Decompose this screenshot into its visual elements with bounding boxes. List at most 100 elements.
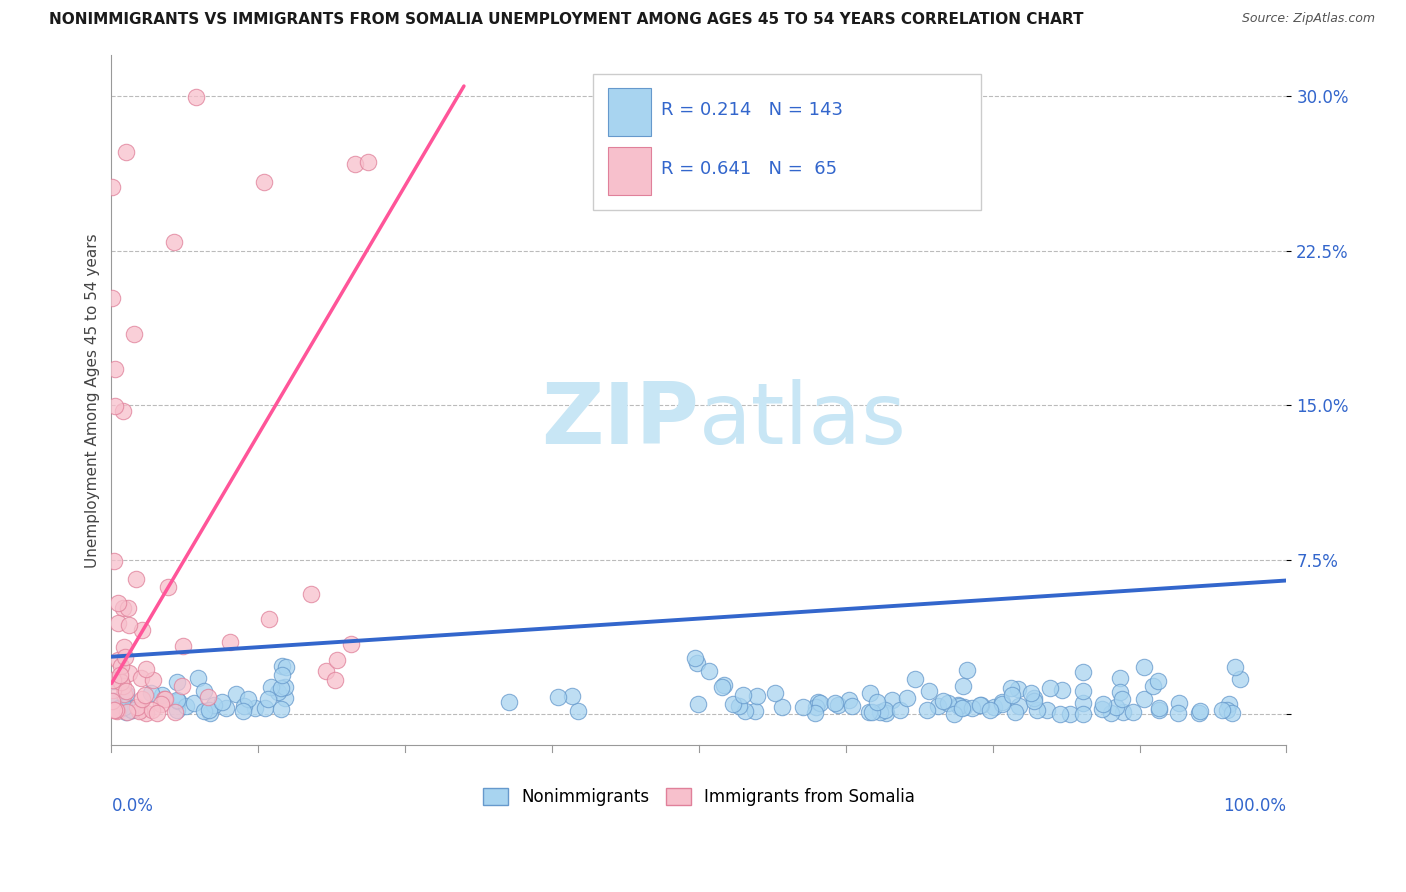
Point	[991, 696, 1014, 710]
Point	[1049, 707, 1071, 722]
Point	[953, 700, 976, 714]
Point	[948, 699, 970, 714]
Point	[104, 362, 127, 376]
Point	[115, 706, 138, 720]
Point	[1035, 703, 1057, 717]
Point	[193, 704, 215, 718]
Point	[889, 703, 911, 717]
Point	[1038, 681, 1060, 695]
Point	[100, 180, 122, 194]
Point	[107, 596, 129, 610]
Point	[131, 692, 153, 706]
Point	[927, 698, 949, 713]
Point	[187, 671, 209, 685]
Point	[193, 684, 215, 698]
Point	[880, 693, 903, 707]
Point	[1133, 660, 1156, 674]
Point	[101, 673, 124, 688]
Point	[824, 696, 846, 710]
Point	[267, 684, 290, 698]
Point	[876, 706, 898, 721]
Point	[1220, 706, 1243, 720]
Point	[734, 704, 756, 718]
Point	[1050, 682, 1073, 697]
Point	[232, 705, 254, 719]
Point	[117, 601, 139, 615]
Point	[112, 640, 135, 655]
Point	[107, 673, 129, 688]
Point	[120, 701, 142, 715]
Point	[343, 157, 366, 171]
Point	[115, 687, 138, 701]
Point	[683, 650, 706, 665]
Point	[110, 667, 132, 681]
Point	[1025, 703, 1047, 717]
Text: atlas: atlas	[699, 379, 907, 462]
Point	[1001, 688, 1024, 702]
Point	[763, 686, 786, 700]
Point	[1000, 681, 1022, 696]
Point	[276, 660, 298, 674]
Point	[299, 587, 322, 601]
Point	[141, 703, 163, 717]
Point	[1071, 665, 1094, 680]
Point	[105, 703, 128, 717]
Point	[135, 706, 157, 721]
Point	[1024, 691, 1046, 706]
Point	[135, 662, 157, 676]
Point	[131, 623, 153, 637]
Point	[1073, 684, 1095, 698]
Point	[166, 693, 188, 707]
Point	[1071, 696, 1094, 710]
Point	[157, 580, 180, 594]
Point	[118, 617, 141, 632]
Point	[686, 656, 709, 670]
Point	[991, 698, 1014, 712]
Point	[932, 694, 955, 708]
Point	[172, 639, 194, 653]
Point	[792, 700, 814, 714]
Point	[979, 703, 1001, 717]
Point	[197, 690, 219, 704]
Point	[804, 706, 827, 720]
Point	[219, 634, 242, 648]
Point	[112, 699, 135, 714]
Point	[253, 701, 276, 715]
Point	[827, 698, 849, 713]
Point	[257, 692, 280, 706]
FancyBboxPatch shape	[609, 88, 651, 136]
Point	[174, 698, 197, 713]
Point	[101, 291, 124, 305]
Point	[142, 673, 165, 687]
Point	[896, 691, 918, 706]
Point	[110, 658, 132, 673]
Point	[686, 697, 709, 711]
Point	[115, 705, 138, 719]
Point	[233, 699, 256, 714]
Point	[153, 692, 176, 706]
Point	[904, 672, 927, 686]
Point	[1071, 706, 1094, 721]
Point	[721, 698, 744, 712]
Point	[1111, 691, 1133, 706]
Point	[114, 700, 136, 714]
Point	[983, 700, 1005, 714]
Text: R = 0.641   N =  65: R = 0.641 N = 65	[661, 160, 838, 178]
Point	[170, 679, 193, 693]
Text: 100.0%: 100.0%	[1223, 797, 1286, 814]
Point	[103, 694, 125, 708]
Text: R = 0.214   N = 143: R = 0.214 N = 143	[661, 102, 844, 120]
Point	[110, 674, 132, 689]
Point	[1091, 702, 1114, 716]
Point	[744, 704, 766, 718]
Point	[257, 611, 280, 625]
Point	[697, 665, 720, 679]
Point	[1091, 697, 1114, 711]
Point	[567, 704, 589, 718]
Text: NONIMMIGRANTS VS IMMIGRANTS FROM SOMALIA UNEMPLOYMENT AMONG AGES 45 TO 54 YEARS : NONIMMIGRANTS VS IMMIGRANTS FROM SOMALIA…	[49, 12, 1084, 27]
Point	[943, 706, 966, 721]
Point	[211, 695, 233, 709]
Point	[858, 705, 880, 719]
Point	[112, 687, 135, 701]
Point	[139, 685, 162, 699]
